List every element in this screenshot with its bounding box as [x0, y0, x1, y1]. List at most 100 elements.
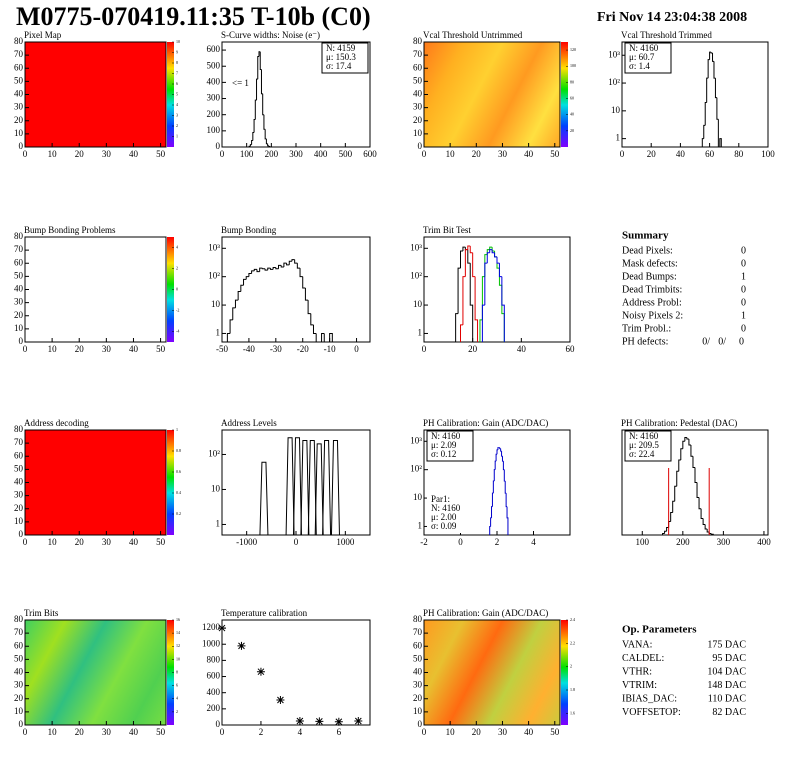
x-tick-label: 60 [566, 344, 576, 354]
point [237, 641, 246, 650]
y-tick-label: 10 [413, 706, 423, 716]
hist-bin [502, 461, 505, 471]
z-tick-label: 120 [570, 47, 576, 52]
hist-bin [495, 453, 497, 462]
y-tick-label: 60 [14, 62, 24, 72]
hist-bin [491, 506, 493, 518]
y-tick-label: 1 [418, 328, 423, 338]
summary-label: Trim Probl.: [622, 323, 671, 334]
y-tick-label: 30 [14, 490, 24, 500]
x-tick-label: -1000 [236, 537, 257, 547]
hist-bin [275, 267, 279, 270]
y-tick-label: 30 [413, 680, 423, 690]
summary-value: 0 [741, 245, 746, 256]
parameter-value: 104 DAC [707, 666, 746, 677]
color-bar [561, 620, 568, 725]
x-tick-label: 4 [531, 537, 536, 547]
y-tick-label: 0 [19, 529, 24, 539]
stats-line: μ: 150.3 [326, 52, 356, 62]
stats-line: N: 4160 [629, 43, 659, 53]
y-tick-label: 600 [207, 671, 221, 681]
z-tick-label: 8 [176, 669, 178, 674]
y-tick-label: 10 [413, 128, 423, 138]
hist-bin [469, 246, 473, 254]
z-tick-label: 10 [176, 656, 180, 661]
y-tick-label: 10³ [410, 435, 422, 445]
hist-bin [269, 268, 274, 270]
z-tick-label: 4 [176, 244, 178, 249]
y-tick-label: 80 [413, 614, 423, 624]
x-tick-label: 30 [102, 149, 112, 159]
y-tick-label: 10³ [208, 242, 220, 252]
summary-value: 0/ [702, 336, 710, 347]
hist-bin [462, 246, 466, 252]
hist-bin [253, 268, 257, 271]
hist-bin [664, 530, 667, 534]
hist-bin [701, 138, 704, 147]
z-tick-label: 0.2 [176, 511, 181, 516]
y-tick-label: 500 [207, 60, 221, 70]
z-tick-label: 0.8 [176, 448, 181, 453]
x-tick-label: 0 [458, 537, 463, 547]
stats-line: σ: 0.12 [431, 449, 456, 459]
x-tick-label: 20 [75, 344, 85, 354]
parameter-label: IBIAS_DAC: [622, 693, 677, 704]
z-tick-label: 0.4 [176, 490, 181, 495]
hist-bin [716, 97, 719, 120]
y-tick-label: 50 [14, 270, 24, 280]
summary-value: 0 [741, 258, 746, 269]
x-tick-label: 30 [498, 727, 508, 737]
y-tick-label: 10 [211, 299, 221, 309]
hist-bin [703, 124, 706, 139]
hist-bin [710, 52, 713, 54]
hist-bin [706, 529, 710, 533]
hist-bin [503, 469, 506, 482]
y-tick-label: 40 [413, 89, 423, 99]
y-tick-label: 10² [208, 449, 220, 459]
map-body [424, 42, 560, 147]
x-tick-label: 0 [422, 149, 427, 159]
hist-bin [240, 284, 244, 292]
hist-bin [479, 319, 483, 342]
hist-bin [299, 268, 303, 278]
stats-box [426, 430, 474, 462]
hist-bin [264, 129, 267, 140]
stats-box [624, 430, 672, 462]
x-tick-label: 20 [472, 727, 482, 737]
summary-value: 0/ [718, 336, 726, 347]
x-tick-label: 40 [676, 149, 686, 159]
hist-bin [688, 439, 691, 446]
x-tick-label: 10 [446, 149, 456, 159]
hist-bin [702, 518, 706, 525]
plot-frame [221, 619, 371, 726]
parameter-value: 175 DAC [707, 639, 746, 650]
hist-bin [264, 268, 268, 271]
y-tick-label: 60 [14, 257, 24, 267]
y-tick-label: 200 [207, 109, 221, 119]
spike [292, 437, 302, 536]
hist-bin [498, 263, 502, 278]
z-tick-label: 3 [176, 112, 178, 117]
hist-bin [329, 332, 333, 342]
y-tick-label: 10 [14, 128, 24, 138]
x-tick-label: 10 [446, 727, 456, 737]
summary-title: Summary [622, 230, 669, 242]
x-tick-label: -2 [420, 537, 428, 547]
y-tick-label: 20 [413, 115, 423, 125]
hist-bin [704, 524, 708, 530]
hist-bin [684, 437, 687, 442]
x-tick-label: 0 [220, 149, 225, 159]
hist-bin [272, 267, 276, 270]
y-tick-label: 600 [207, 44, 221, 54]
hist-bin [484, 262, 488, 306]
y-tick-label: 10³ [608, 49, 620, 59]
hist-bin [455, 313, 459, 342]
z-tick-label: 10 [176, 39, 180, 44]
hist-bin [489, 249, 493, 253]
stats-line: μ: 2.00 [431, 512, 457, 522]
x-tick-label: 200 [676, 537, 690, 547]
x-tick-label: 30 [102, 344, 112, 354]
z-tick-label: 9 [176, 49, 178, 54]
color-bar [167, 620, 174, 725]
